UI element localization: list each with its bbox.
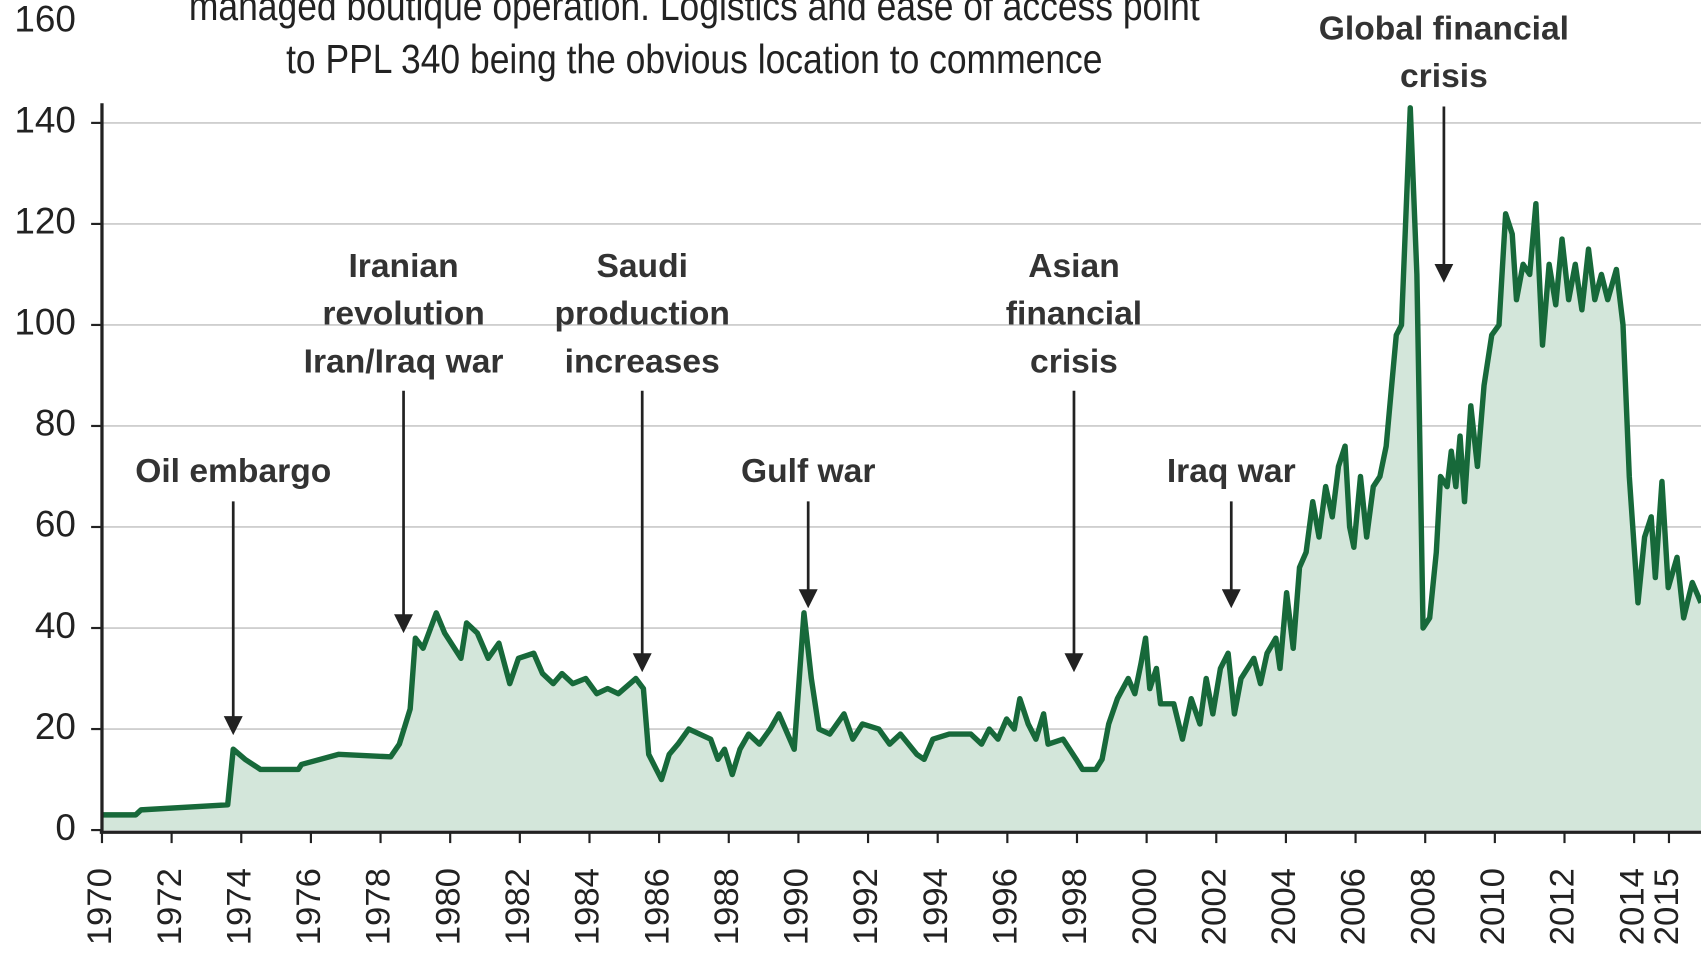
x-tick-label: 1980	[429, 868, 467, 945]
y-tick-label: 60	[35, 504, 76, 545]
x-tick-label: 1972	[151, 868, 189, 945]
x-tick-label: 2008	[1404, 868, 1442, 945]
annotation-text: production	[554, 296, 729, 333]
annotation-text: Global financial	[1319, 10, 1569, 47]
annotations: Oil embargo Iranian revolution Iran/Iraq wa…	[135, 10, 1569, 736]
x-tick-label: 2006	[1335, 868, 1373, 945]
x-tick-label: 1986	[638, 868, 676, 945]
x-tick-label: 2014	[1613, 868, 1651, 945]
annotation-text: Saudi	[596, 248, 688, 285]
x-tick-label: 2000	[1126, 868, 1164, 945]
x-tick-label: 1984	[569, 868, 607, 945]
x-tick-label: 1996	[987, 868, 1025, 945]
y-tick-label: 120	[14, 201, 76, 242]
x-tick-label: 1976	[290, 868, 328, 945]
title-line: to PPL 340 being the obvious location to…	[286, 36, 1102, 82]
annotation-text: increases	[565, 343, 720, 380]
axes: 0 20 40 60 80 100 120 140 160 1970 1972 1974 1976 197…	[14, 0, 1701, 945]
y-tick-label: 0	[55, 807, 76, 848]
annotation-text: crisis	[1030, 343, 1118, 380]
x-tick-label: 2012	[1544, 868, 1582, 945]
x-tick-label: 1988	[708, 868, 746, 945]
x-tick-label: 1974	[220, 868, 258, 945]
annotation-text: crisis	[1400, 58, 1488, 95]
y-tick-label: 100	[14, 302, 76, 343]
grid	[101, 122, 1701, 730]
x-tick-label: 1992	[847, 868, 885, 945]
x-tick-label: 1998	[1056, 868, 1094, 945]
y-tick-label: 160	[14, 0, 76, 40]
x-tick-label: 2002	[1195, 868, 1233, 945]
x-tick-label: 1978	[360, 868, 398, 945]
x-tick-label: 1994	[917, 868, 955, 945]
x-tick-label: 1990	[778, 868, 816, 945]
price-line	[101, 105, 1701, 818]
title-line: managed boutique operation. Logistics an…	[189, 0, 1200, 29]
annotation-text: Iraq war	[1167, 453, 1296, 490]
annotation-text: Iranian	[348, 248, 458, 285]
y-tick-label: 40	[35, 605, 76, 646]
x-tick-label: 1982	[499, 868, 537, 945]
annotation-text: Asian	[1028, 248, 1120, 285]
x-tick-label: 2004	[1265, 868, 1303, 945]
y-tick-label: 80	[35, 403, 76, 444]
annotation-text: financial	[1006, 296, 1142, 333]
x-tick-label: 1970	[81, 868, 119, 945]
area-fill	[101, 107, 1701, 831]
x-tick-label: 2015	[1648, 868, 1686, 945]
x-tick-label: 2010	[1474, 868, 1512, 945]
y-tick-label: 20	[35, 706, 76, 747]
plot	[101, 105, 1701, 831]
annotation-text: Oil embargo	[135, 453, 331, 490]
annotation-text: Iran/Iraq war	[304, 343, 504, 380]
annotation-text: revolution	[322, 296, 484, 333]
annotation-text: Gulf war	[741, 453, 875, 490]
y-tick-label: 140	[14, 100, 76, 141]
